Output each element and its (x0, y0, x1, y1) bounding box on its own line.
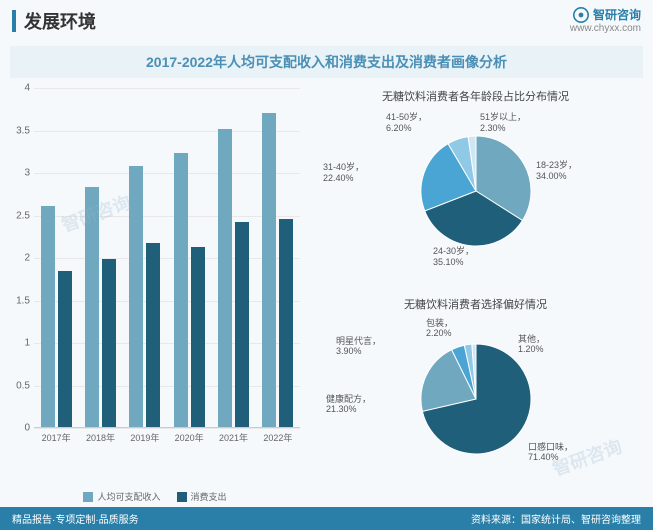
footer-right: 资料来源：国家统计局、智研咨询整理 (471, 511, 641, 526)
pie1-section: 无糖饮料消费者各年龄段占比分布情况 18-23岁，34.00% 24-30岁，35… (308, 88, 643, 296)
pie-label: 其他，1.20% (518, 334, 545, 356)
gridline (34, 131, 300, 132)
pie-label: 包装，2.20% (426, 318, 453, 340)
y-axis: 00.511.522.533.54 (10, 88, 30, 428)
bar (174, 153, 188, 427)
page-title: 发展环境 (24, 8, 96, 34)
gridline (34, 258, 300, 259)
x-axis-labels: 2017年 2018年 2019年 2020年 2021年 2022年 (34, 431, 300, 445)
bar-group (40, 206, 72, 427)
y-tick: 4 (24, 83, 30, 94)
bar-group (262, 113, 294, 427)
brand-logo-icon (573, 7, 589, 23)
bar (279, 219, 293, 427)
bar-group (173, 153, 205, 427)
bar-group (218, 129, 250, 427)
y-tick: 2 (24, 253, 30, 264)
x-label: 2020年 (175, 431, 204, 444)
brand-url: www.chyxx.com (570, 23, 641, 34)
bar (235, 222, 249, 427)
bar-chart-panel: 00.511.522.533.54 2017年2018年2019年2020年20… (10, 88, 300, 503)
x-label: 2022年 (263, 431, 292, 444)
bar-plot (34, 88, 300, 428)
brand-block: 智研咨询 www.chyxx.com (570, 6, 641, 34)
legend-label: 消费支出 (191, 490, 227, 503)
gridline (34, 343, 300, 344)
bar-group (85, 187, 117, 427)
pie2-chart: 口感口味，71.40% 健康配方，21.30% 明星代言，3.90% 包装，2.20%… (308, 314, 643, 484)
chart-title: 2017-2022年人均可支配收入和消费支出及消费者画像分析 (16, 52, 637, 72)
bar-legend: 人均可支配收入 消费支出 (10, 490, 300, 503)
y-tick: 3 (24, 168, 30, 179)
legend-swatch (83, 492, 93, 502)
y-tick: 1 (24, 338, 30, 349)
bar (191, 247, 205, 427)
header-bar-section: 发展环境 (0, 0, 653, 42)
bar (262, 113, 276, 427)
pie-panel: 无糖饮料消费者各年龄段占比分布情况 18-23岁，34.00% 24-30岁，35… (308, 88, 643, 503)
legend-item: 人均可支配收入 (83, 490, 160, 503)
footer-left: 精品报告·专项定制·品质服务 (12, 511, 139, 526)
bar-group (129, 166, 161, 427)
legend-label: 人均可支配收入 (97, 490, 160, 503)
pie-label: 31-40岁，22.40% (323, 162, 364, 184)
pie1-title: 无糖饮料消费者各年龄段占比分布情况 (308, 88, 643, 104)
bar (58, 271, 72, 427)
pie-label: 明星代言，3.90% (336, 336, 381, 358)
pie-svg (411, 126, 541, 256)
bar-chart: 00.511.522.533.54 2017年2018年2019年2020年20… (10, 88, 300, 468)
bar (129, 166, 143, 427)
gridline (34, 301, 300, 302)
legend-item: 消费支出 (177, 490, 227, 503)
pie-label: 18-23岁，34.00% (536, 160, 577, 182)
pie2-title: 无糖饮料消费者选择偏好情况 (308, 296, 643, 312)
pie-label: 健康配方，21.30% (326, 394, 371, 416)
x-label: 2021年 (219, 431, 248, 444)
pie-label: 口感口味，71.40% (528, 442, 573, 464)
x-label: 2019年 (130, 431, 159, 444)
bar (41, 206, 55, 427)
pie-label: 51岁以上，2.30% (480, 112, 526, 134)
content-row: 00.511.522.533.54 2017年2018年2019年2020年20… (0, 88, 653, 503)
header-accent (12, 10, 16, 32)
legend-swatch (177, 492, 187, 502)
bar (102, 259, 116, 427)
x-label: 2018年 (86, 431, 115, 444)
footer: 精品报告·专项定制·品质服务 资料来源：国家统计局、智研咨询整理 (0, 507, 653, 530)
bar (146, 243, 160, 427)
y-tick: 0 (24, 423, 30, 434)
gridline (34, 428, 300, 429)
x-label: 2017年 (42, 431, 71, 444)
gridline (34, 216, 300, 217)
y-tick: 1.5 (16, 295, 30, 306)
bar (218, 129, 232, 427)
y-tick: 2.5 (16, 210, 30, 221)
pie-label: 41-50岁，6.20% (386, 112, 427, 134)
y-tick: 3.5 (16, 125, 30, 136)
gridline (34, 386, 300, 387)
pie-label: 24-30岁，35.10% (433, 246, 474, 268)
brand-name: 智研咨询 (593, 6, 641, 23)
pie1-chart: 18-23岁，34.00% 24-30岁，35.10% 31-40岁，22.40% 4… (308, 106, 643, 276)
gridline (34, 173, 300, 174)
y-tick: 0.5 (16, 380, 30, 391)
bar (85, 187, 99, 427)
gridline (34, 88, 300, 89)
pie2-section: 无糖饮料消费者选择偏好情况 口感口味，71.40% 健康配方，21.30% 明星代言… (308, 296, 643, 504)
chart-title-band: 2017-2022年人均可支配收入和消费支出及消费者画像分析 (10, 46, 643, 78)
